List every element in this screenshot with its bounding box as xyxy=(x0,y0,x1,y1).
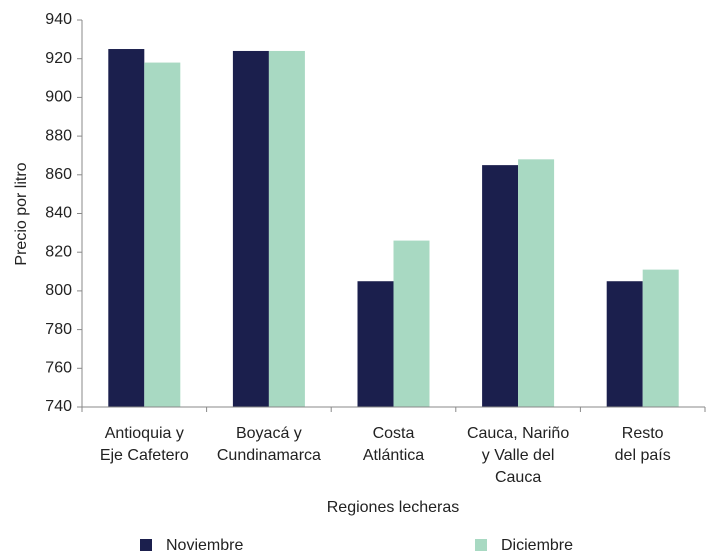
bar xyxy=(108,49,145,408)
bar xyxy=(642,269,679,407)
y-tick-label: 880 xyxy=(45,127,72,144)
y-tick-label: 860 xyxy=(45,166,72,183)
legend-swatch xyxy=(140,539,152,551)
bar xyxy=(518,159,555,407)
y-tick-label: 780 xyxy=(45,321,72,338)
x-axis-label: Regiones lecheras xyxy=(327,499,460,516)
bar xyxy=(357,281,394,407)
bar xyxy=(606,281,643,407)
bar xyxy=(144,62,181,407)
y-tick-label: 820 xyxy=(45,243,72,260)
x-tick-label: Cauca, Nariño y Valle del Cauca xyxy=(466,425,570,486)
y-tick-label: 920 xyxy=(45,50,72,67)
y-tick-label: 760 xyxy=(45,360,72,377)
bar xyxy=(268,50,305,408)
x-tick-label: Resto del país xyxy=(614,425,671,464)
y-tick-label: 900 xyxy=(45,89,72,106)
bar xyxy=(232,50,269,408)
y-tick-label: 940 xyxy=(45,11,72,28)
legend-label: Diciembre xyxy=(501,537,573,554)
y-axis-label: Precio por litro xyxy=(13,162,30,265)
x-tick-label: Antioquia y Eje Cafetero xyxy=(99,425,189,464)
y-tick-label: 800 xyxy=(45,282,72,299)
x-tick-label: Boyacá y Cundinamarca xyxy=(216,425,321,464)
bar xyxy=(482,165,519,407)
legend-label: Noviembre xyxy=(166,537,243,554)
bar xyxy=(393,240,430,407)
x-tick-label: Costa Atlántica xyxy=(362,425,425,464)
legend-swatch xyxy=(475,539,487,551)
y-tick-label: 740 xyxy=(45,398,72,415)
y-tick-label: 840 xyxy=(45,205,72,222)
